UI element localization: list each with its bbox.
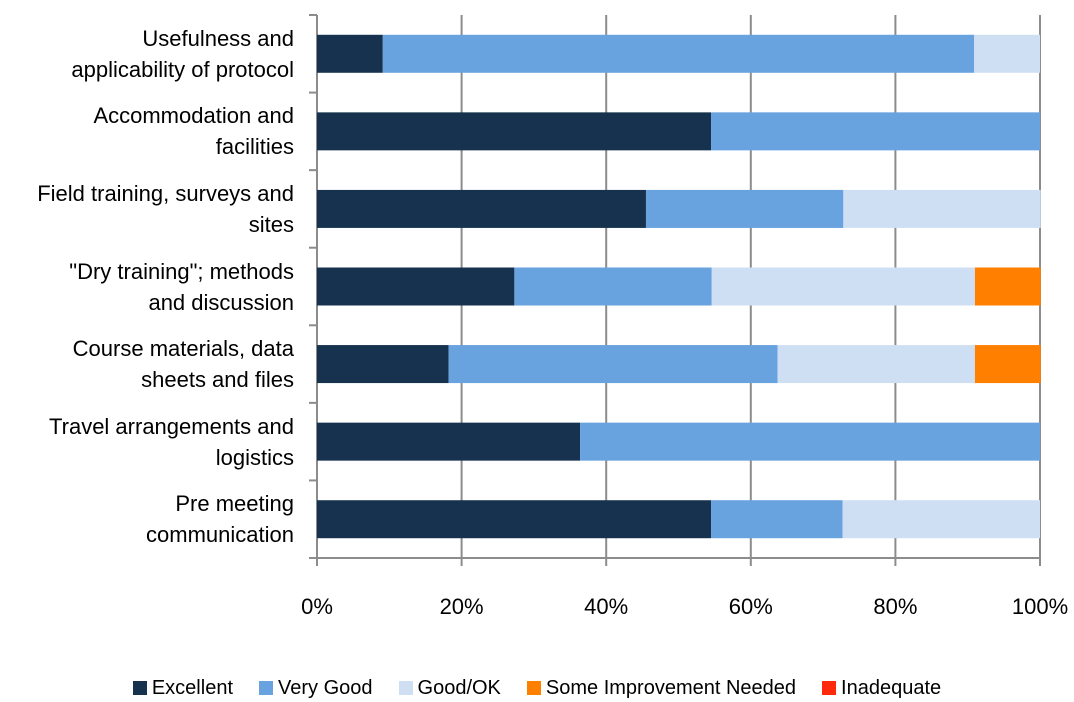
legend-swatch bbox=[132, 681, 147, 695]
bar-segment-some-improvement-needed bbox=[974, 267, 1041, 306]
legend-label: Some Improvement Needed bbox=[545, 676, 797, 699]
category-label: Travel arrangements and logistics bbox=[0, 411, 294, 473]
bar-segment-good-ok bbox=[777, 345, 975, 384]
category-label-line: sites bbox=[248, 211, 294, 237]
category-label-line: facilities bbox=[215, 134, 294, 160]
x-tick-label: 80% bbox=[873, 594, 917, 619]
category-label-line: Field training, surveys and bbox=[37, 180, 294, 206]
legend-item: Very Good bbox=[259, 676, 373, 700]
bar-segment-good-ok bbox=[843, 189, 1041, 228]
bar-segment-excellent bbox=[317, 112, 712, 151]
legend-label: Excellent bbox=[151, 676, 233, 699]
bar-segment-very-good bbox=[448, 345, 778, 384]
bar-segment-excellent bbox=[317, 500, 712, 539]
category-label-line: "Dry training"; methods bbox=[69, 258, 294, 284]
x-tick-label: 0% bbox=[301, 594, 333, 619]
bar-segment-very-good bbox=[711, 500, 843, 539]
legend: Excellent Very Good Good/OK Some Improvemen… bbox=[0, 676, 1074, 700]
category-label-line: communication bbox=[146, 522, 294, 548]
legend-swatch bbox=[398, 681, 413, 695]
category-label-line: Accommodation and bbox=[93, 103, 294, 129]
bar-segment-excellent bbox=[317, 267, 515, 306]
x-tick-label: 40% bbox=[584, 594, 628, 619]
category-label-line: Usefulness and bbox=[142, 25, 294, 51]
bar-segment-excellent bbox=[317, 34, 383, 73]
legend-label: Very Good bbox=[278, 676, 373, 699]
bar-segment-good-ok bbox=[842, 500, 1040, 539]
legend-swatch bbox=[526, 681, 541, 695]
legend-label: Inadequate bbox=[841, 676, 942, 699]
category-label: "Dry training"; methods and discussion bbox=[0, 256, 294, 318]
bar-segment-excellent bbox=[317, 345, 449, 384]
legend-item: Excellent bbox=[132, 676, 233, 700]
bar-segment-very-good bbox=[514, 267, 712, 306]
bar-segment-good-ok bbox=[711, 267, 975, 306]
category-label-line: applicability of protocol bbox=[71, 56, 294, 82]
bar-segment-good-ok bbox=[974, 34, 1040, 73]
bar-segment-very-good bbox=[711, 112, 1040, 151]
legend-label: Good/OK bbox=[417, 676, 501, 699]
category-label: Accommodation and facilities bbox=[0, 100, 294, 162]
x-tick-label: 20% bbox=[440, 594, 484, 619]
legend-item: Some Improvement Needed bbox=[526, 676, 797, 700]
x-tick-label: 100% bbox=[1012, 594, 1068, 619]
category-label-line: and discussion bbox=[148, 289, 294, 315]
category-label: Field training, surveys and sites bbox=[0, 178, 294, 240]
bar-segment-very-good bbox=[382, 34, 975, 73]
category-label-line: logistics bbox=[215, 444, 294, 470]
category-label-line: Course materials, data bbox=[72, 336, 294, 362]
bar-segment-very-good bbox=[645, 189, 844, 228]
bar-segment-excellent bbox=[317, 422, 581, 461]
category-label: Usefulness and applicability of protocol bbox=[0, 23, 294, 85]
category-label: Pre meeting communication bbox=[0, 488, 294, 550]
category-label-line: sheets and files bbox=[141, 367, 294, 393]
category-label-line: Travel arrangements and bbox=[49, 413, 294, 439]
category-label-line: Pre meeting bbox=[175, 491, 294, 517]
legend-swatch bbox=[259, 681, 273, 695]
x-tick-label: 60% bbox=[729, 594, 773, 619]
bar-segment-some-improvement-needed bbox=[974, 345, 1041, 384]
legend-swatch bbox=[822, 681, 837, 695]
bar-segment-excellent bbox=[317, 189, 646, 228]
bar-segment-very-good bbox=[580, 422, 1040, 461]
legend-item: Good/OK bbox=[398, 676, 501, 700]
legend-item: Inadequate bbox=[822, 676, 941, 700]
stacked-bar-chart: 0% 20% 40% 60% 80% 100% bbox=[301, 14, 1068, 619]
category-label: Course materials, data sheets and files bbox=[0, 333, 294, 395]
